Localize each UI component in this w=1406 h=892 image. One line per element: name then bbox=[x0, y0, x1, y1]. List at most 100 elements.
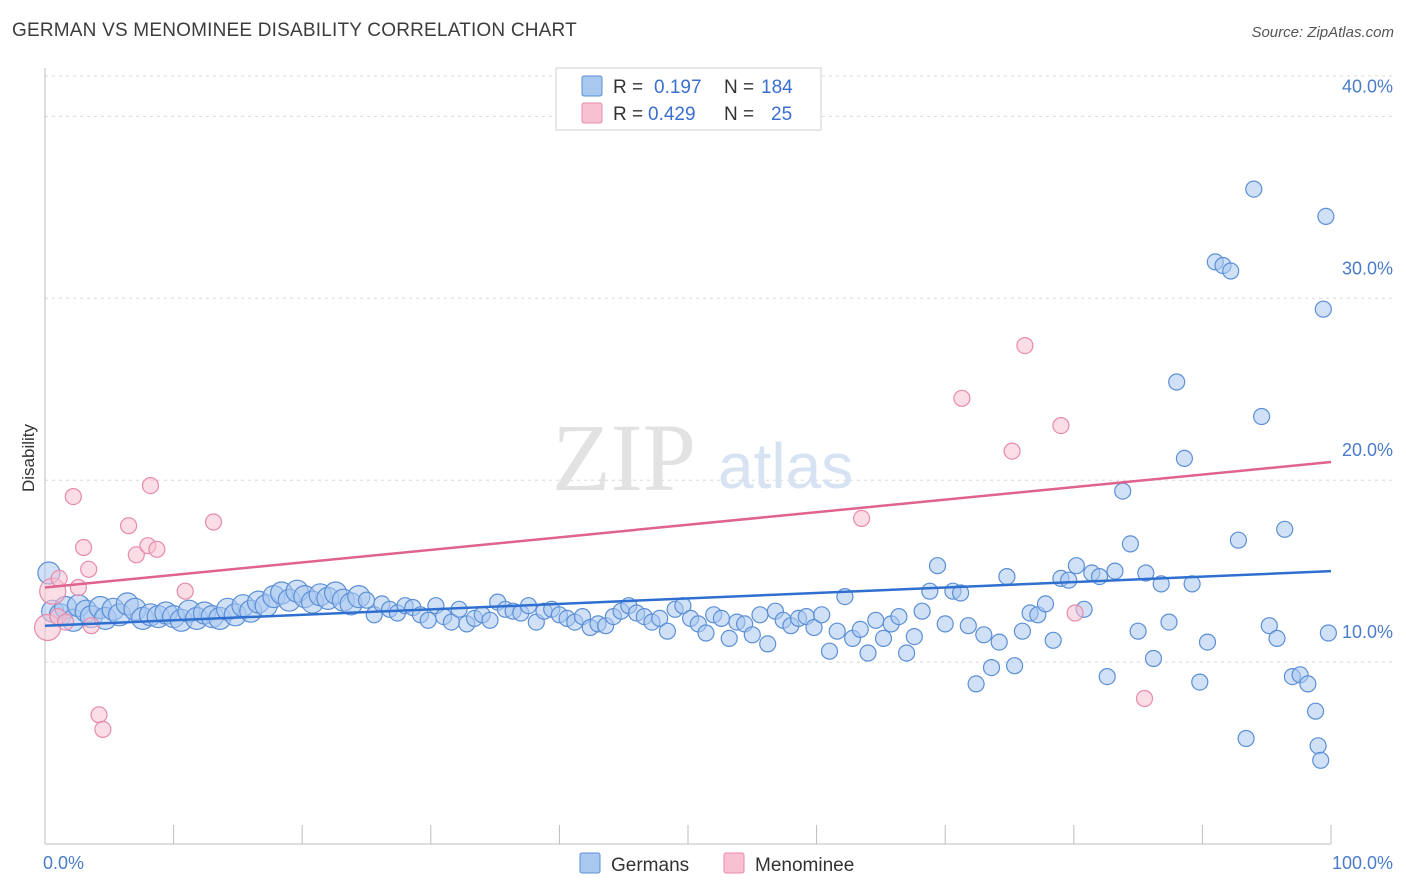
menominee-point bbox=[204, 513, 223, 531]
german-point bbox=[959, 617, 977, 635]
german-point bbox=[951, 584, 970, 602]
german-point bbox=[1268, 629, 1286, 648]
german-point bbox=[897, 644, 916, 662]
german-point bbox=[874, 629, 893, 648]
german-point bbox=[1168, 373, 1186, 391]
menominee-point bbox=[50, 569, 68, 588]
menominee-point bbox=[176, 582, 194, 600]
menominee-point bbox=[90, 706, 108, 724]
legend-n-value-menominee: 25 bbox=[771, 104, 792, 125]
legend-bottom-swatch-germans bbox=[579, 852, 601, 874]
german-point bbox=[1144, 649, 1163, 668]
german-point bbox=[1106, 562, 1124, 580]
german-point bbox=[967, 675, 985, 693]
german-point bbox=[1152, 575, 1170, 593]
menominee-point bbox=[141, 477, 160, 495]
german-point bbox=[998, 567, 1016, 586]
german-point bbox=[1309, 737, 1327, 755]
germans-trend-line bbox=[44, 569, 1332, 627]
german-point bbox=[859, 644, 877, 662]
menominee-point bbox=[69, 578, 88, 597]
german-point bbox=[1198, 633, 1217, 651]
menominee-point bbox=[82, 617, 100, 635]
watermark: ZIP atlas bbox=[552, 404, 853, 511]
german-point bbox=[1036, 595, 1055, 613]
german-point bbox=[357, 591, 376, 609]
grid-layer: 10.0% 20.0% 30.0% 40.0% bbox=[45, 75, 1393, 663]
german-point bbox=[1299, 675, 1317, 693]
legend-top: R = 0.197 N = 184 R = 0.429 N = 25 bbox=[555, 67, 822, 131]
german-point bbox=[651, 609, 669, 628]
legend-r-label-menominee: R = bbox=[613, 104, 643, 125]
german-point bbox=[990, 633, 1008, 651]
german-point bbox=[759, 635, 777, 653]
german-point bbox=[1129, 622, 1147, 640]
german-point bbox=[1306, 702, 1325, 720]
menominee-point bbox=[1003, 442, 1021, 460]
y-tick-label: 40.0% bbox=[1342, 76, 1393, 96]
legend-n-value-germans: 184 bbox=[761, 77, 793, 98]
german-point bbox=[913, 602, 931, 620]
german-point bbox=[1276, 520, 1294, 538]
menominee-point bbox=[953, 389, 971, 407]
menominee-point bbox=[56, 613, 75, 631]
german-point bbox=[1317, 207, 1335, 225]
menominee-point bbox=[148, 540, 166, 558]
german-point bbox=[1098, 667, 1116, 686]
german-point bbox=[1229, 531, 1248, 549]
german-point bbox=[928, 557, 947, 575]
menominee-trend-line bbox=[44, 460, 1332, 589]
x-tick-label-start: 0.0% bbox=[43, 853, 84, 873]
german-point bbox=[813, 606, 831, 624]
x-tick-label-end: 100.0% bbox=[1332, 853, 1393, 873]
german-point bbox=[1222, 262, 1240, 280]
legend-swatch-germans bbox=[581, 75, 603, 97]
german-point bbox=[1237, 729, 1255, 748]
legend-swatch-menominee bbox=[581, 102, 603, 124]
german-point bbox=[697, 624, 715, 642]
legend-n-label-germans: N = bbox=[724, 77, 754, 98]
legend-r-label-germans: R = bbox=[613, 77, 643, 98]
german-point bbox=[1044, 631, 1062, 649]
menominee-point bbox=[80, 560, 98, 578]
german-point bbox=[1121, 535, 1140, 553]
menominee-point bbox=[1052, 417, 1070, 435]
german-point bbox=[1060, 571, 1078, 589]
chart-source: Source: ZipAtlas.com bbox=[1251, 24, 1394, 41]
german-point bbox=[851, 620, 869, 639]
german-point bbox=[481, 611, 499, 629]
german-point bbox=[1252, 407, 1271, 426]
menominee-point bbox=[1066, 604, 1084, 622]
german-point bbox=[658, 622, 677, 640]
menominee-point bbox=[852, 509, 871, 528]
german-point bbox=[1312, 751, 1330, 769]
german-point bbox=[890, 607, 908, 626]
german-point bbox=[743, 626, 761, 644]
german-point bbox=[419, 611, 437, 629]
legend-bottom-label-menominee: Menominee bbox=[755, 855, 854, 876]
menominee-point bbox=[94, 720, 112, 739]
legend-bottom-swatch-menominee bbox=[723, 852, 745, 874]
axis-layer: 0.0% 100.0% bbox=[43, 68, 1393, 873]
y-axis-title: Disability bbox=[19, 423, 38, 492]
german-point bbox=[921, 582, 939, 600]
german-point bbox=[805, 618, 823, 637]
legend-r-value-germans: 0.197 bbox=[654, 77, 702, 98]
y-tick-label: 10.0% bbox=[1342, 622, 1393, 642]
watermark-zip: ZIP bbox=[552, 404, 696, 511]
watermark-atlas: atlas bbox=[718, 430, 853, 502]
menominee-point bbox=[127, 546, 145, 564]
german-point bbox=[720, 629, 738, 648]
german-point bbox=[1005, 657, 1024, 675]
legend-bottom: Germans Menominee bbox=[579, 852, 854, 876]
german-point bbox=[820, 642, 839, 660]
y-tick-label: 30.0% bbox=[1342, 258, 1393, 278]
german-point bbox=[751, 606, 769, 624]
german-point bbox=[1114, 482, 1132, 500]
german-point bbox=[975, 626, 993, 644]
trend-layer bbox=[44, 460, 1332, 627]
german-point bbox=[1137, 564, 1155, 582]
german-point bbox=[1067, 557, 1086, 575]
y-tick-label: 20.0% bbox=[1342, 440, 1393, 460]
